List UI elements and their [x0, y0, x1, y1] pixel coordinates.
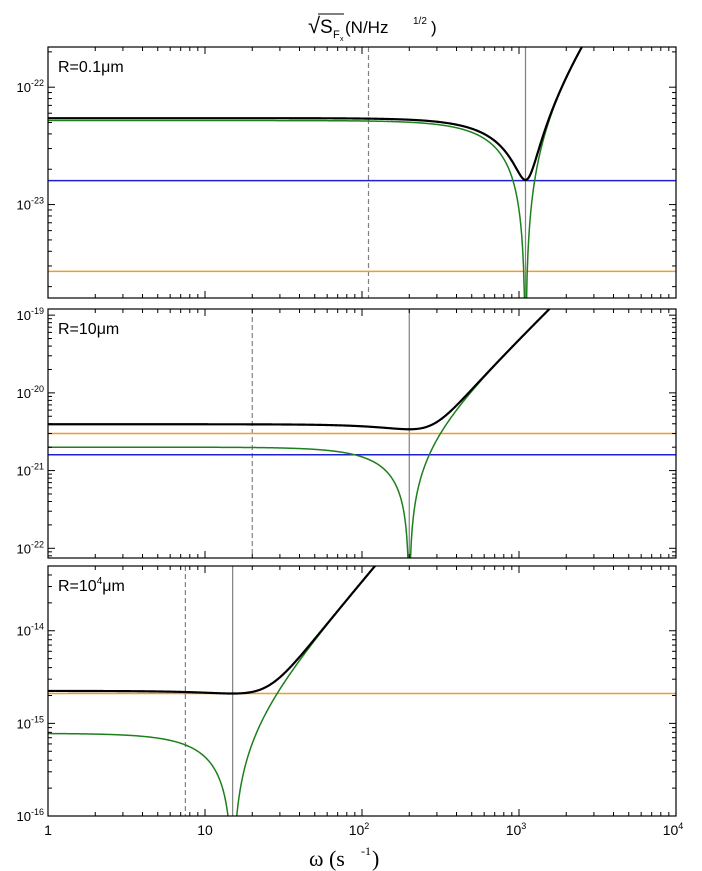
figure-title: √ S F x (N/Hz 1/2 ) [308, 13, 437, 43]
panel-label: R=0.1μm [58, 59, 124, 76]
title-rest: (N/Hz [345, 18, 388, 37]
y-tick-label: 10-19 [17, 306, 44, 323]
series-line-total [48, 566, 377, 695]
xlabel-close: ) [372, 846, 379, 871]
y-tick-label: 10-15 [17, 714, 44, 731]
x-tick-label: 103 [506, 821, 527, 838]
y-tick-label: 10-23 [17, 196, 44, 213]
panels: 10-22 10-23 R=0.1μm 10-19 10-20 10-21 10-22 R=1… [17, 46, 677, 824]
series-line-resonance [48, 309, 551, 558]
y-tick-label: 10-16 [17, 807, 44, 824]
series-line-total [48, 309, 551, 431]
x-tick-label: 104 [663, 821, 684, 838]
y-tick-label: 10-14 [17, 622, 44, 639]
y-tick-label: 10-22 [17, 539, 44, 556]
panel-label: R=104μm [58, 576, 125, 595]
panel-2: 10-19 10-20 10-21 10-22 R=10μm [17, 306, 677, 559]
x-tick-label: 10 [197, 822, 213, 838]
panel-1: 10-22 10-23 R=0.1μm [17, 46, 677, 299]
title-subsub: x [340, 36, 344, 43]
title-sup: 1/2 [413, 16, 427, 27]
panel-label: R=10μm [58, 321, 119, 338]
series-line-resonance [48, 47, 583, 298]
y-tick-label: 10-20 [17, 384, 44, 401]
title-sub: F [333, 29, 340, 41]
title-close: ) [431, 18, 437, 37]
y-tick-label: 10-21 [17, 462, 44, 479]
panel-3: 10-14 10-15 10-16 R=104μm [17, 565, 677, 824]
title-main: S [320, 17, 333, 38]
plot-frame [47, 46, 677, 299]
xlabel-sup: -1 [361, 844, 371, 858]
series-line-total [48, 47, 584, 182]
x-tick-label: 102 [349, 821, 370, 838]
x-axis-tick-labels: 1 10 102 103 104 [44, 821, 683, 838]
x-tick-label: 1 [44, 822, 52, 838]
title-root: √ [308, 13, 321, 38]
xlabel-main: ω (s [309, 846, 345, 871]
x-axis-label: ω (s -1 ) [309, 844, 379, 871]
y-tick-label: 10-22 [17, 78, 44, 95]
